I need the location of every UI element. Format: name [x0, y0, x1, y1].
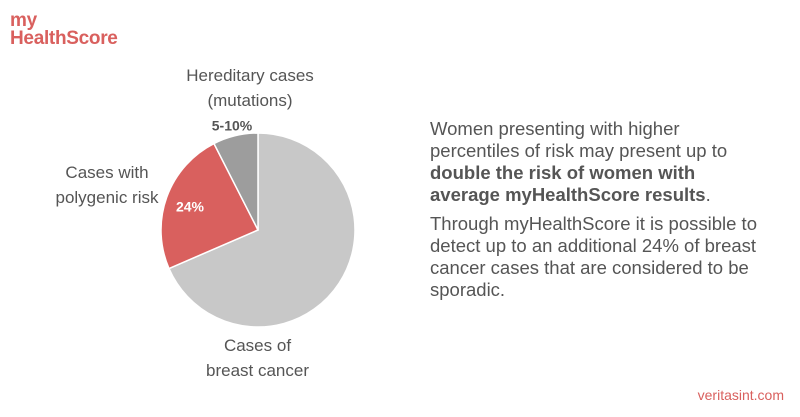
- footer: veritasint.com: [697, 387, 784, 403]
- logo-line: HealthScore: [10, 28, 118, 49]
- text: Through myHealthScore it is possible to …: [430, 213, 757, 300]
- logo-line: my: [10, 10, 37, 31]
- category-label: Cases with polygenic risk: [55, 163, 159, 207]
- category-label: Hereditary cases (mutations): [186, 66, 314, 110]
- category-label: Cases of breast cancer: [206, 336, 309, 380]
- pie-slice: [212, 132, 259, 231]
- text: Women presenting with higher percentiles…: [430, 118, 728, 161]
- text: .: [705, 184, 711, 205]
- paragraph: Women presenting with higher percentiles…: [430, 118, 770, 206]
- paragraph: Through myHealthScore it is possible to …: [430, 213, 770, 301]
- bold-text: double the risk of women with average my…: [430, 162, 706, 205]
- value-label: 5-10%: [212, 118, 253, 134]
- value-label: 24%: [176, 199, 205, 215]
- logo: my HealthScore: [10, 10, 118, 49]
- pie-slice: [167, 132, 356, 328]
- pie-slice: [160, 142, 260, 270]
